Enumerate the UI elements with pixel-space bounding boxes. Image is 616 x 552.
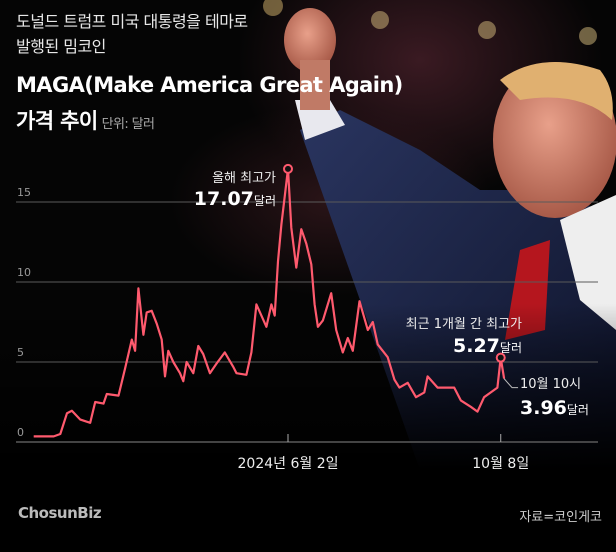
y-tick-label: 10 bbox=[17, 266, 31, 279]
chart-title-2: 가격 추이 단위: 달러 bbox=[16, 105, 155, 135]
x-tick-label: 2024년 6월 2일 bbox=[238, 456, 339, 472]
annotation-unit: 달러 bbox=[567, 403, 589, 417]
annotation-unit: 달러 bbox=[500, 341, 522, 355]
annotation-connector bbox=[503, 378, 519, 389]
peak-marker bbox=[283, 163, 293, 174]
unit-label: 단위: 달러 bbox=[101, 117, 155, 132]
annotation-value: 17.07달러 bbox=[194, 188, 276, 210]
annotation-label: 10월 10시 bbox=[520, 377, 581, 392]
source-label: 자료=코인게코 bbox=[519, 510, 602, 525]
month-high-marker bbox=[495, 352, 506, 363]
annotation-value: 3.96달러 bbox=[520, 397, 589, 419]
y-tick-label: 15 bbox=[17, 186, 31, 199]
y-tick-label: 5 bbox=[17, 346, 24, 359]
chart-title-line-2: 가격 추이 bbox=[16, 109, 98, 133]
annotation-label: 올해 최고가 bbox=[212, 171, 276, 186]
annotation-label: 최근 1개월 간 최고가 bbox=[406, 317, 522, 332]
subtitle-line-1: 도널드 트럼프 미국 대통령을 테마로 bbox=[16, 12, 248, 31]
price-line bbox=[33, 167, 506, 438]
chart-title: MAGA(Make America Great Again) bbox=[16, 73, 403, 97]
annotation-unit: 달러 bbox=[254, 194, 276, 208]
x-tick-label: 10월 8일 bbox=[472, 456, 529, 472]
annotation-value: 5.27달러 bbox=[453, 335, 522, 357]
y-tick-label: 0 bbox=[17, 426, 24, 439]
chosunbiz-logo: ChosunBiz bbox=[18, 504, 102, 522]
subtitle-line-2: 발행된 밈코인 bbox=[16, 37, 106, 56]
